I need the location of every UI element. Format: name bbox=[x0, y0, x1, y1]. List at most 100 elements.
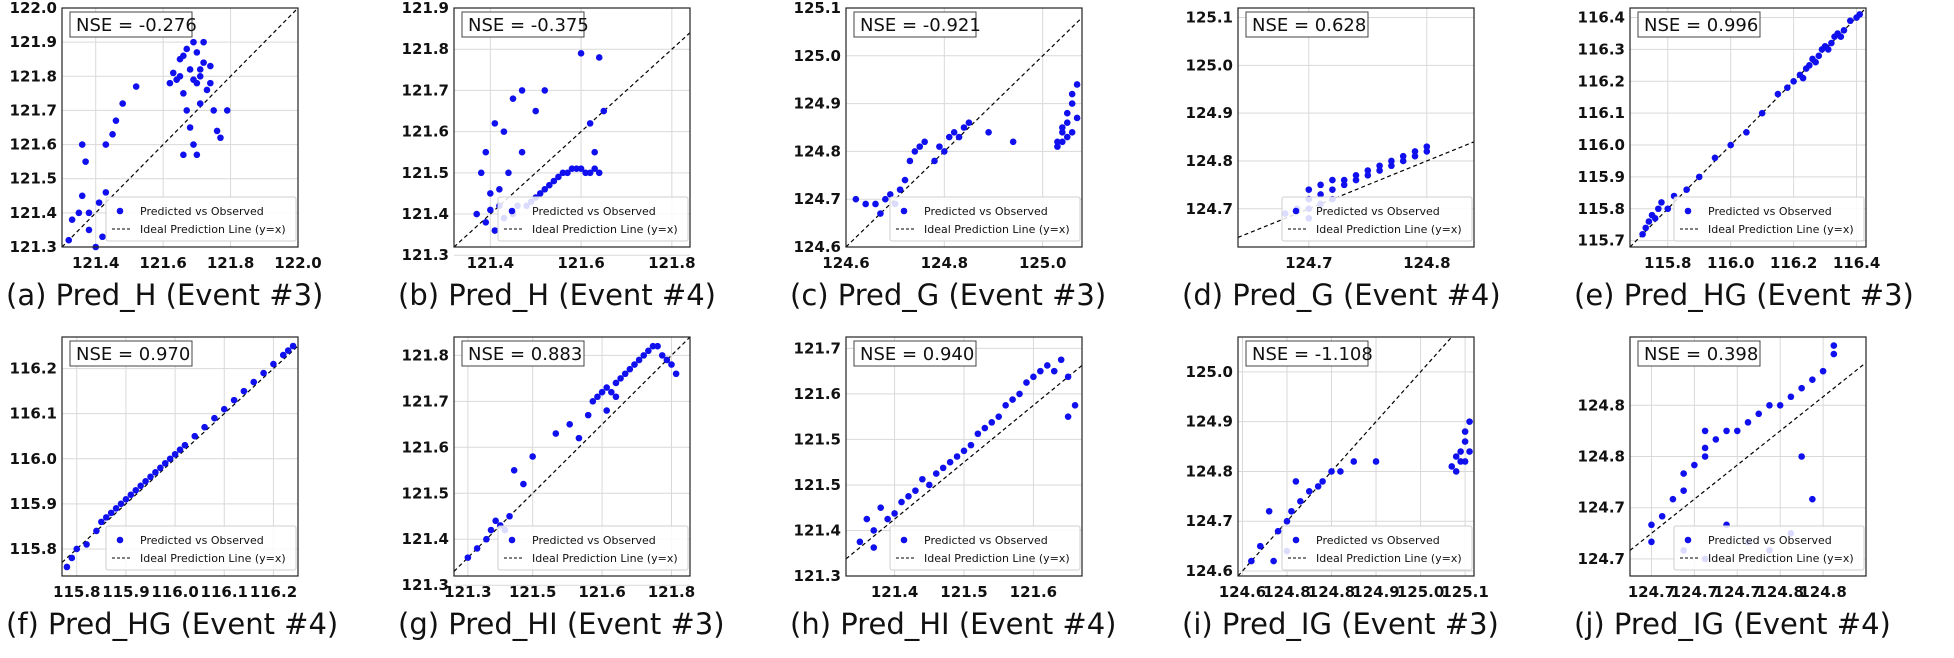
data-point bbox=[1063, 119, 1071, 127]
data-point bbox=[132, 83, 140, 90]
data-point bbox=[1695, 173, 1703, 181]
data-point bbox=[1452, 453, 1460, 460]
legend-label-points: Predicted vs Observed bbox=[1316, 205, 1440, 218]
data-point bbox=[608, 388, 615, 396]
data-point bbox=[589, 398, 597, 405]
data-point bbox=[1648, 521, 1655, 529]
x-tick-label: 116.0 bbox=[151, 583, 198, 601]
data-point bbox=[882, 195, 889, 203]
y-tick-label: 121.4 bbox=[794, 521, 841, 539]
data-point bbox=[1329, 176, 1336, 184]
data-point bbox=[1314, 483, 1322, 490]
y-tick-label: 124.6 bbox=[794, 238, 841, 256]
data-point bbox=[877, 210, 884, 217]
data-point bbox=[1712, 436, 1720, 443]
legend-box bbox=[1281, 525, 1473, 571]
x-tick-label: 124.8 bbox=[921, 254, 968, 272]
data-point bbox=[891, 510, 898, 517]
data-point bbox=[546, 181, 553, 189]
nse-box bbox=[69, 340, 193, 367]
data-point bbox=[193, 49, 201, 56]
legend-marker-points bbox=[1292, 207, 1300, 215]
data-point bbox=[1457, 448, 1464, 455]
data-point bbox=[1043, 362, 1051, 369]
data-point bbox=[1317, 191, 1324, 198]
y-tick-label: 121.5 bbox=[402, 164, 449, 182]
data-point bbox=[1329, 186, 1336, 193]
data-point bbox=[65, 236, 73, 244]
y-tick-label: 121.5 bbox=[10, 170, 57, 188]
data-point bbox=[884, 515, 891, 523]
data-point bbox=[603, 384, 611, 391]
data-point bbox=[1658, 199, 1665, 206]
nse-label: NSE = 0.970 bbox=[76, 344, 190, 365]
y-tick-label: 121.6 bbox=[402, 123, 449, 141]
data-point bbox=[1305, 186, 1313, 193]
data-point bbox=[631, 361, 638, 368]
y-tick-label: 121.6 bbox=[794, 385, 841, 403]
data-point bbox=[169, 69, 177, 77]
data-point bbox=[906, 157, 914, 165]
legend-box bbox=[497, 525, 689, 571]
data-point bbox=[870, 544, 878, 551]
data-point bbox=[1744, 419, 1752, 426]
legend-label-points: Predicted vs Observed bbox=[140, 534, 264, 547]
y-tick-label: 116.0 bbox=[10, 450, 57, 468]
x-tick-label: 124.8 bbox=[1799, 583, 1846, 601]
y-tick-label: 115.8 bbox=[1578, 200, 1625, 218]
y-tick-label: 121.9 bbox=[402, 0, 449, 17]
data-point bbox=[176, 72, 184, 80]
y-tick-label: 121.3 bbox=[794, 567, 841, 585]
y-tick-label: 121.7 bbox=[402, 81, 449, 99]
data-point bbox=[102, 189, 110, 196]
legend-label-points: Predicted vs Observed bbox=[140, 205, 264, 218]
data-point bbox=[945, 133, 953, 141]
data-point bbox=[577, 165, 585, 173]
data-point bbox=[73, 545, 81, 553]
data-point bbox=[1790, 77, 1797, 85]
panel-caption: (g) Pred_HI (Event #3) bbox=[398, 607, 725, 641]
data-point bbox=[157, 464, 164, 472]
data-point bbox=[1288, 507, 1295, 515]
data-point bbox=[220, 405, 228, 413]
data-point bbox=[1452, 468, 1460, 475]
chart-panel: 121.3 121.5 121.6 121.8 121.3 121.4 121.5 121.6… bbox=[392, 329, 782, 658]
data-point bbox=[95, 199, 103, 206]
data-point bbox=[960, 447, 968, 455]
data-point bbox=[1774, 90, 1782, 98]
data-point bbox=[196, 72, 204, 80]
data-point bbox=[1701, 427, 1709, 435]
y-tick-label: 115.9 bbox=[1578, 168, 1625, 186]
data-point bbox=[654, 342, 661, 350]
y-tick-label: 125.0 bbox=[794, 47, 841, 65]
data-point bbox=[1812, 58, 1819, 66]
data-point bbox=[183, 45, 191, 53]
data-point bbox=[595, 54, 603, 61]
data-point bbox=[872, 200, 879, 208]
data-point bbox=[541, 87, 549, 94]
x-tick-label: 124.7 bbox=[1628, 583, 1675, 601]
data-point bbox=[63, 563, 71, 571]
legend-marker-points bbox=[900, 207, 908, 215]
data-point bbox=[83, 541, 90, 548]
data-point bbox=[492, 517, 499, 525]
x-tick-label: 115.9 bbox=[102, 583, 149, 601]
data-point bbox=[75, 209, 83, 217]
x-tick-label: 125.1 bbox=[1441, 583, 1488, 601]
data-point bbox=[1824, 46, 1832, 53]
legend-label-points: Predicted vs Observed bbox=[532, 205, 656, 218]
nse-box bbox=[853, 340, 977, 367]
data-point bbox=[98, 518, 105, 526]
data-point bbox=[1399, 152, 1407, 160]
ideal-line bbox=[845, 17, 1083, 248]
data-point bbox=[898, 498, 905, 506]
x-tick-label: 124.8 bbox=[1756, 583, 1803, 601]
data-point bbox=[965, 119, 973, 127]
data-point bbox=[1787, 393, 1795, 401]
data-point bbox=[877, 504, 885, 512]
data-point bbox=[200, 59, 207, 66]
legend-label-ideal: Ideal Prediction Line (y=x) bbox=[924, 552, 1070, 565]
data-point bbox=[919, 475, 926, 483]
y-tick-label: 124.9 bbox=[1186, 413, 1233, 431]
